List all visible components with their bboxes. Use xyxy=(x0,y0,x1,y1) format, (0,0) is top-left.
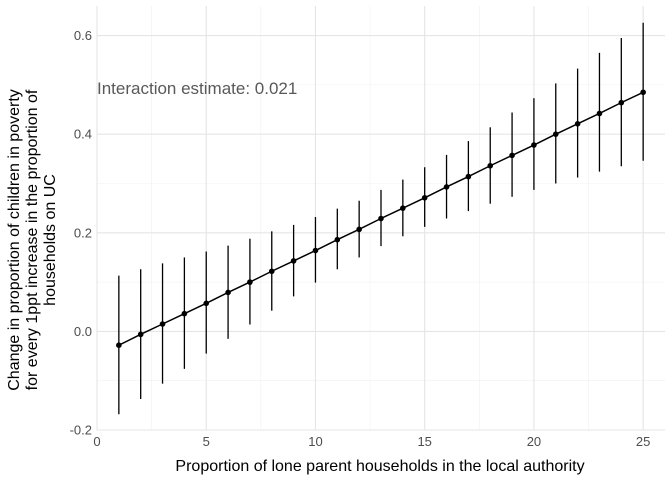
y-tick-label: 0.6 xyxy=(74,28,92,43)
interaction-annotation: Interaction estimate: 0.021 xyxy=(97,79,297,98)
x-tick-label: 5 xyxy=(203,434,210,449)
x-tick-label: 15 xyxy=(417,434,431,449)
data-point xyxy=(290,258,297,264)
data-point xyxy=(618,99,625,106)
data-point xyxy=(443,184,450,190)
data-point xyxy=(378,215,384,222)
data-point xyxy=(421,194,428,201)
y-axis-title-line-2: for every 1ppt increase in the proportio… xyxy=(24,89,41,390)
data-point xyxy=(487,162,494,169)
x-tick-label: 25 xyxy=(636,434,650,449)
data-point xyxy=(574,121,581,127)
y-tick-label: -0.2 xyxy=(70,423,92,438)
y-tick-label: 0.2 xyxy=(74,225,92,240)
data-point xyxy=(312,247,319,254)
data-point xyxy=(334,236,341,243)
x-tick-label: 20 xyxy=(527,434,541,449)
data-point xyxy=(596,110,603,117)
x-tick-label: 10 xyxy=(308,434,322,449)
points xyxy=(116,89,646,349)
data-point xyxy=(400,205,406,211)
y-axis-title: Change in proportion of children in pove… xyxy=(6,89,59,391)
data-point xyxy=(356,226,362,233)
data-point xyxy=(181,310,188,317)
data-point xyxy=(268,268,275,275)
y-axis-title-line-3: households on UC xyxy=(42,174,59,306)
x-axis-title: Proportion of lone parent households in … xyxy=(175,458,584,475)
data-point xyxy=(137,331,144,338)
data-point xyxy=(509,152,515,159)
data-point xyxy=(247,279,253,285)
data-point xyxy=(203,300,210,307)
y-tick-label: 0.0 xyxy=(74,324,92,339)
data-point xyxy=(531,142,537,148)
data-point xyxy=(640,89,646,96)
data-point xyxy=(552,131,559,137)
data-point xyxy=(225,289,231,296)
y-axis-title-line-1: Change in proportion of children in pove… xyxy=(6,89,23,391)
y-tick-label: 0.4 xyxy=(74,127,92,142)
data-point xyxy=(465,173,472,180)
data-point xyxy=(116,342,122,349)
data-point xyxy=(159,321,166,327)
tick-labels: 0 5 10 15 20 25 -0.2 0.0 0.2 0.4 0.6 xyxy=(70,28,651,449)
x-tick-label: 0 xyxy=(93,434,100,449)
